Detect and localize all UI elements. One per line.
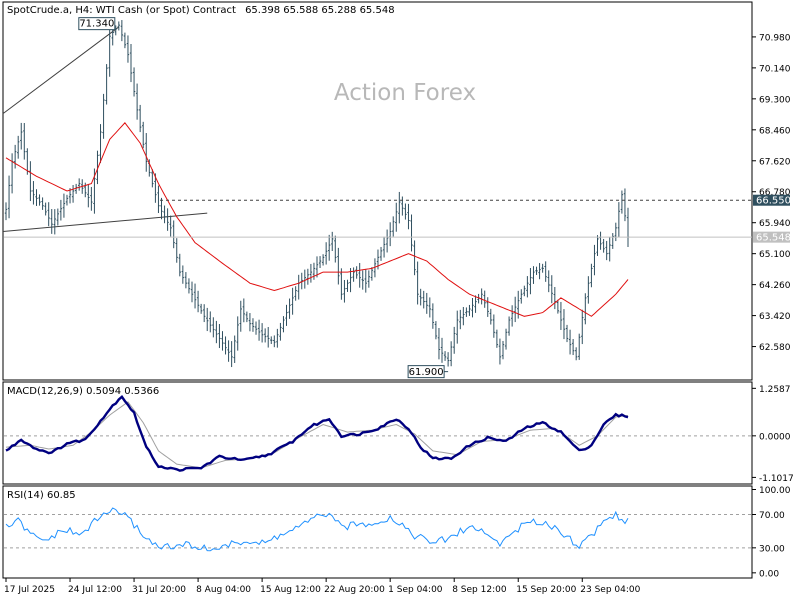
price-tick-label: 70.980 [759,33,791,43]
time-tick-label: 31 Jul 20:00 [132,585,186,595]
time-tick-label: 8 Aug 04:00 [196,585,251,595]
price-tick-label: 64.260 [759,281,791,291]
price-tags: 66.550 65.548 [753,194,791,244]
price-tick-label: 69.300 [759,95,791,105]
ohlc-label: 65.398 65.588 65.288 65.548 [245,5,395,16]
rsi-panel-frame [2,485,753,579]
trendline [2,212,208,233]
price-axis: 70.980 70.140 69.300 68.460 67.620 66.780 65.9… [752,33,791,353]
trendline [2,26,120,114]
rsi-panel[interactable]: RSI(14) 60.85 [2,485,753,579]
high-label-text: 71.340 [79,19,114,30]
price-panel[interactable]: Action Forex 71.340 61.900 SpotCrude.a, … [2,1,753,381]
macd-tick-label: -1.1017 [759,474,794,484]
time-axis: 17 Jul 2025 24 Jul 12:00 31 Jul 20:00 8 Aug… [4,578,641,595]
time-tick-label: 23 Sep 04:00 [580,585,640,595]
price-tick-label: 70.140 [759,64,791,74]
time-tick-label: 24 Jul 12:00 [68,585,122,595]
price-tick-label: 65.940 [759,219,791,229]
price-panel-frame [2,1,753,381]
macd-panel-frame [2,381,753,485]
price-tick-label: 62.580 [759,343,791,353]
macd-signal-line [5,401,629,469]
macd-panel[interactable]: MACD(12,26,9) 0.5094 0.5366 [2,381,753,485]
price-tick-label: 67.620 [759,157,791,167]
symbol-label: SpotCrude.a, H4: WTI Cash (or Spot) Cont… [7,5,236,16]
rsi-label: RSI(14) 60.85 [7,490,76,501]
price-tick-label: 68.460 [759,126,791,136]
price-tick-label: 66.780 [759,188,791,198]
current-price-tag-text: 65.548 [756,233,791,244]
macd-tick-label: 1.2587 [759,385,791,395]
time-tick-label: 17 Jul 2025 [4,585,55,595]
time-tick-label: 15 Sep 20:00 [516,585,576,595]
time-tick-label: 8 Sep 12:00 [452,585,507,595]
time-tick-label: 1 Sep 04:00 [388,585,443,595]
macd-line [5,395,629,472]
macd-label: MACD(12,26,9) 0.5094 0.5366 [7,386,159,397]
rsi-tick-label: 100.00 [759,486,791,496]
low-label: 61.900 [407,365,445,379]
time-tick-label: 15 Aug 12:00 [260,585,321,595]
price-tick-label: 63.420 [759,312,791,322]
high-label: 71.340 [78,17,116,31]
moving-average-line [5,122,629,317]
rsi-tick-label: 30.00 [759,544,785,554]
current-price-tag [753,231,790,243]
rsi-line [5,507,629,552]
price-tick-label: 65.100 [759,250,791,260]
resistance-tag-text: 66.550 [756,196,791,207]
time-tick-label: 22 Aug 20:00 [324,585,385,595]
low-label-text: 61.900 [409,367,444,378]
macd-axis: 1.2587 0.0000 -1.1017 [752,385,794,484]
rsi-tick-label: 70.00 [759,511,785,521]
rsi-axis: 100.00 70.00 30.00 0.00 [752,486,791,579]
chart-header: SpotCrude.a, H4: WTI Cash (or Spot) Cont… [7,5,395,16]
watermark: Action Forex [334,80,476,106]
rsi-tick-label: 0.00 [759,569,779,579]
resistance-tag [753,194,790,206]
macd-tick-label: 0.0000 [759,432,791,442]
